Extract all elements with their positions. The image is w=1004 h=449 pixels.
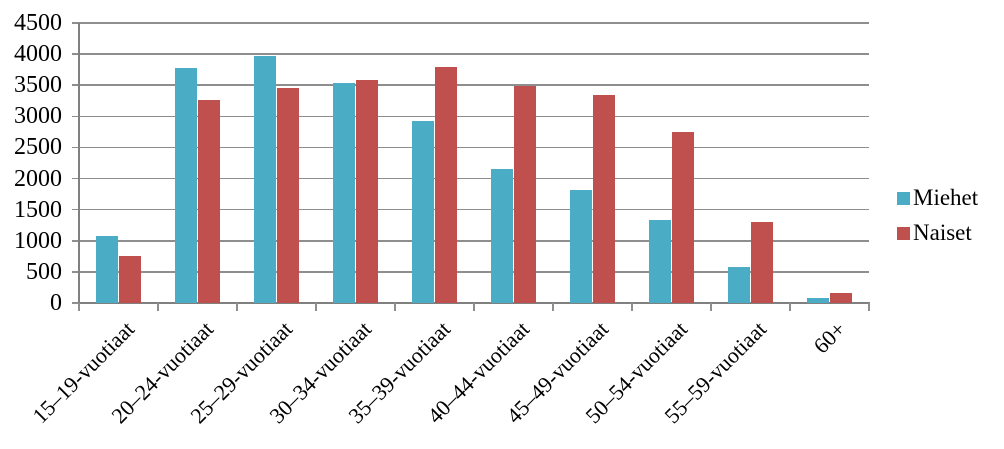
bar-naiset — [592, 94, 616, 303]
gridline — [79, 84, 869, 86]
gridline — [79, 22, 869, 24]
y-axis-tick — [72, 146, 79, 149]
bar-miehet — [174, 68, 198, 303]
bar-miehet — [490, 168, 514, 303]
bar-naiset — [513, 86, 537, 303]
x-axis-tick — [78, 303, 80, 311]
x-axis-tick — [236, 303, 238, 311]
gridline — [79, 240, 869, 242]
gridline — [79, 208, 869, 211]
y-axis-tick-label: 1000 — [14, 227, 62, 254]
gridline — [79, 146, 869, 149]
x-axis-tick — [394, 303, 396, 311]
x-axis-tick — [631, 303, 633, 311]
y-axis-tick-label: 2500 — [14, 134, 62, 161]
y-axis-tick-label: 3500 — [14, 72, 62, 99]
legend-label: Miehet — [913, 185, 979, 210]
x-axis-tick — [789, 303, 791, 311]
y-axis-tick-label: 4000 — [14, 41, 62, 68]
gridline — [79, 115, 869, 118]
legend-swatch-naiset — [897, 226, 910, 240]
legend-label: Naiset — [913, 220, 972, 245]
bar-miehet — [648, 220, 672, 303]
y-axis-tick-label: 0 — [50, 290, 62, 316]
y-axis-tick — [72, 271, 79, 273]
bar-miehet — [411, 121, 435, 303]
bar-miehet — [727, 267, 751, 303]
y-axis-tick — [72, 115, 79, 118]
x-axis-tick — [868, 303, 870, 311]
x-axis-tick — [157, 303, 159, 311]
x-axis-tick — [473, 303, 475, 311]
y-axis-tick-label: 2000 — [14, 165, 62, 192]
y-axis-tick-label: 3000 — [14, 103, 62, 130]
bar-naiset — [829, 293, 853, 303]
bar-miehet — [332, 83, 356, 303]
legend-item: Naiset — [897, 221, 978, 245]
bar-miehet — [253, 55, 277, 303]
y-axis-tick — [72, 53, 79, 55]
y-axis-tick — [72, 208, 79, 211]
y-axis-tick-label: 500 — [26, 258, 62, 285]
x-axis-tick — [710, 303, 712, 311]
legend: Miehet Naiset — [897, 186, 978, 256]
bar-naiset — [197, 99, 221, 303]
bar-miehet — [95, 236, 119, 303]
bar-naiset — [276, 87, 300, 303]
legend-swatch-miehet — [897, 191, 910, 205]
y-axis-tick — [72, 177, 79, 180]
x-axis-tick — [315, 303, 317, 311]
gridline — [79, 271, 869, 273]
bar-naiset — [355, 79, 379, 303]
legend-item: Miehet — [897, 186, 978, 210]
bar-naiset — [118, 256, 142, 303]
y-axis-tick — [72, 240, 79, 242]
bar-miehet — [806, 298, 830, 303]
y-axis-tick — [72, 84, 79, 86]
y-axis-tick-label: 1500 — [14, 196, 62, 223]
x-axis-tick — [552, 303, 554, 311]
y-axis-tick — [72, 302, 79, 304]
y-axis-line — [78, 23, 80, 304]
y-axis-tick — [72, 22, 79, 24]
bar-naiset — [750, 222, 774, 303]
gridline — [79, 53, 869, 55]
gridline — [79, 177, 869, 180]
y-axis-tick-label: 4500 — [14, 10, 62, 36]
bar-naiset — [671, 132, 695, 303]
x-axis-category-label: 60+ — [808, 316, 851, 359]
bar-miehet — [569, 189, 593, 303]
bar-naiset — [434, 67, 458, 303]
